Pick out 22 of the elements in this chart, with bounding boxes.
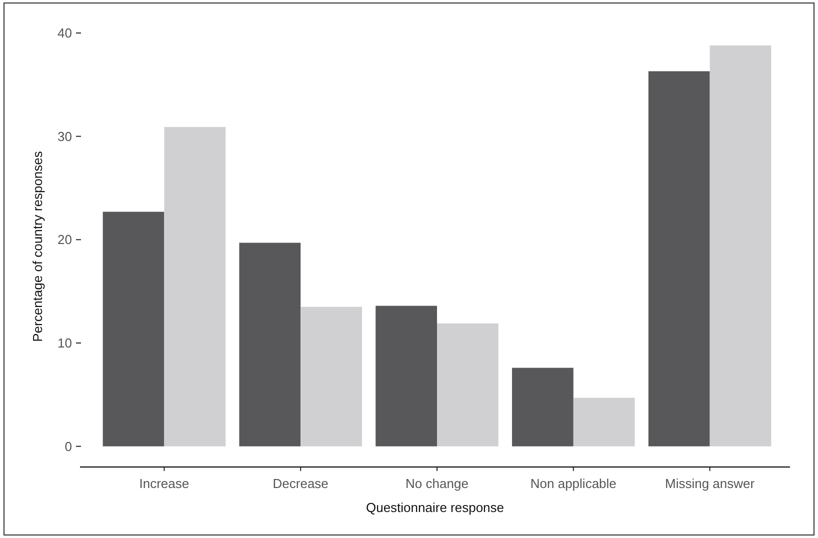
x-tick-label: Non applicable — [530, 476, 616, 491]
bar — [376, 306, 437, 446]
y-tick-label: 20 — [58, 232, 72, 248]
y-tick-label: 40 — [58, 26, 72, 41]
y-axis-title: Percentage of country responses — [30, 150, 45, 342]
y-tick-label: 0 — [64, 438, 72, 454]
bar — [300, 306, 362, 446]
x-tick-label: Increase — [139, 476, 190, 491]
y-tick-label: 30 — [58, 128, 72, 144]
bar — [710, 45, 772, 446]
y-tick-label: 10 — [58, 336, 72, 351]
bar — [102, 212, 164, 446]
x-tick-label: Decrease — [272, 476, 328, 491]
bar — [437, 323, 498, 446]
bar — [573, 398, 635, 446]
bar — [164, 127, 226, 446]
bar — [648, 71, 710, 446]
x-tick-label: Missing answer — [665, 476, 756, 491]
x-tick-label: No change — [406, 476, 468, 491]
bar — [512, 368, 574, 446]
bar — [239, 242, 301, 446]
x-axis-title: Questionnaire response — [366, 500, 504, 515]
